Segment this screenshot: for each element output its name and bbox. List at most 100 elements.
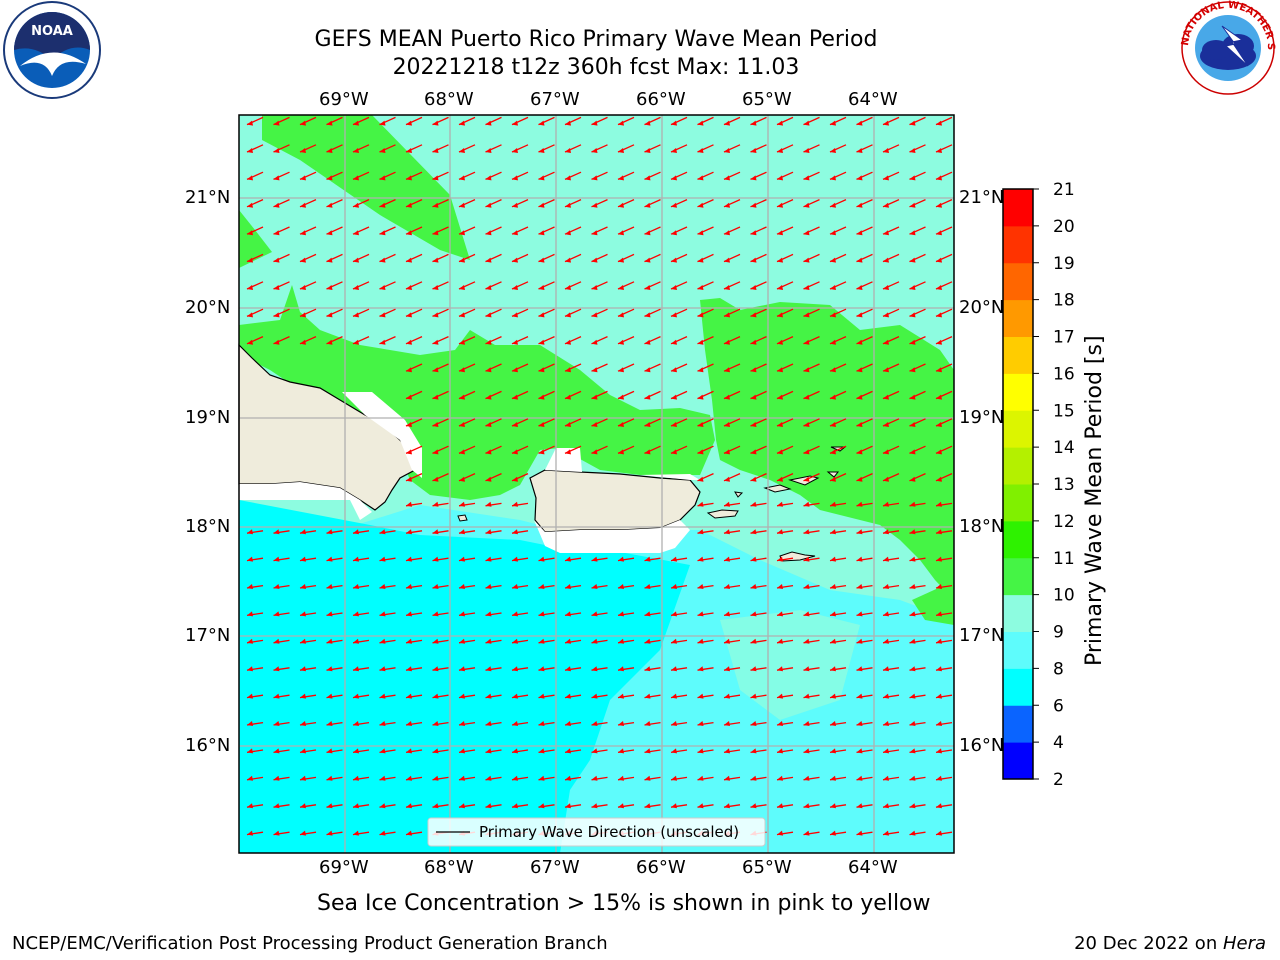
wave-arrow (432, 748, 449, 754)
wave-arrow (644, 116, 661, 126)
wave-arrow (617, 116, 635, 126)
wave-arrow (670, 638, 688, 644)
colorbar-segment (1003, 447, 1033, 485)
wave-arrow (564, 721, 582, 726)
wave-arrow (750, 253, 767, 263)
wave-arrow (909, 281, 926, 290)
wave-arrow (538, 281, 555, 290)
wave-arrow (670, 171, 688, 181)
wave-arrow (750, 116, 767, 126)
wave-arrow (538, 748, 555, 754)
colorbar-tick-label: 6 (1053, 696, 1064, 716)
wave-arrow (856, 666, 873, 672)
wave-arrow (458, 473, 476, 482)
wave-arrow (591, 556, 608, 562)
wave-arrow (935, 390, 953, 400)
wave-arrow (617, 748, 635, 754)
wave-arrow (405, 144, 423, 153)
wave-arrow (485, 501, 502, 507)
wave-arrow (644, 308, 661, 318)
wave-arrow (591, 775, 608, 781)
wave-arrow (511, 529, 529, 535)
wave-arrow (273, 253, 290, 263)
wave-arrow (405, 363, 423, 373)
wave-arrow (882, 253, 900, 263)
wave-arrow (617, 611, 635, 617)
wave-arrow (485, 611, 502, 617)
wave-arrow (273, 281, 290, 290)
wave-arrow (935, 171, 953, 181)
wave-arrow (379, 226, 396, 236)
wave-arrow (882, 556, 900, 562)
wave-arrow (538, 803, 555, 809)
wave-arrow (935, 336, 953, 345)
wave-arrow (803, 226, 820, 236)
wave-arrow (723, 226, 741, 236)
wave-arrow (776, 584, 794, 589)
colorbar-tick-label: 21 (1053, 180, 1075, 200)
wave-arrow (564, 748, 582, 754)
wave-arrow (882, 721, 900, 726)
wave-arrow (458, 281, 476, 290)
wave-arrow (856, 803, 873, 809)
wave-arrow (750, 199, 767, 208)
wave-arrow (379, 556, 396, 562)
wave-arrow (458, 529, 476, 535)
wave-arrow (644, 418, 661, 427)
wave-arrow (723, 721, 741, 726)
wave-arrow (511, 253, 529, 263)
wave-arrow (405, 199, 423, 208)
wave-arrow (379, 199, 396, 208)
wave-arrow (432, 116, 449, 126)
wave-arrow (538, 445, 555, 455)
wave-arrow (909, 611, 926, 617)
wave-arrow (723, 501, 741, 507)
wave-arrow (909, 775, 926, 781)
wave-arrow (379, 638, 396, 644)
colorbar: 2 4 6 8 9 10 11 12 13 14 15 16 17 18 19 20 21 Primary Wa… (1002, 180, 1107, 790)
wave-arrow (564, 171, 582, 181)
wave-arrow (458, 363, 476, 373)
wave-arrow (697, 721, 714, 726)
wave-arrow (405, 171, 423, 181)
wave-arrow (273, 803, 290, 809)
wave-arrow (909, 473, 926, 482)
wave-arrow (723, 611, 741, 617)
wave-arrow (829, 144, 847, 153)
wave-arrow (405, 721, 423, 726)
wave-arrow (697, 611, 714, 617)
wave-arrow (273, 666, 290, 672)
wave-arrow (803, 308, 820, 318)
wave-arrow (432, 171, 449, 181)
wave-arrow (326, 253, 343, 263)
wave-arrow (538, 390, 555, 400)
wave-arrow (697, 666, 714, 672)
wave-arrow (511, 666, 529, 672)
wave-arrow (750, 336, 767, 345)
wave-arrow (591, 390, 608, 400)
wave-arrow (564, 666, 582, 672)
wave-arrow (935, 775, 953, 781)
wave-arrow (856, 830, 873, 836)
wave-arrow (776, 199, 794, 208)
wave-arrow (935, 529, 953, 535)
wave-arrow (485, 693, 502, 699)
wave-arrow (246, 638, 264, 644)
wave-arrow (803, 666, 820, 672)
wave-arrow (591, 116, 608, 126)
wave-arrow (432, 281, 449, 290)
wave-arrow (352, 529, 370, 535)
wave-arrow (803, 584, 820, 589)
wave-arrow (617, 775, 635, 781)
wave-arrow (352, 611, 370, 617)
wave-arrow (432, 363, 449, 373)
wave-arrow (723, 281, 741, 290)
map-legend: Primary Wave Direction (unscaled) (427, 817, 766, 847)
wave-arrow (829, 721, 847, 726)
noaa-logo: NOAA (3, 1, 101, 99)
wave-arrow (299, 199, 317, 208)
wave-arrow (299, 144, 317, 153)
wave-arrow (670, 253, 688, 263)
wave-arrow (564, 638, 582, 644)
wave-arrow (723, 638, 741, 644)
